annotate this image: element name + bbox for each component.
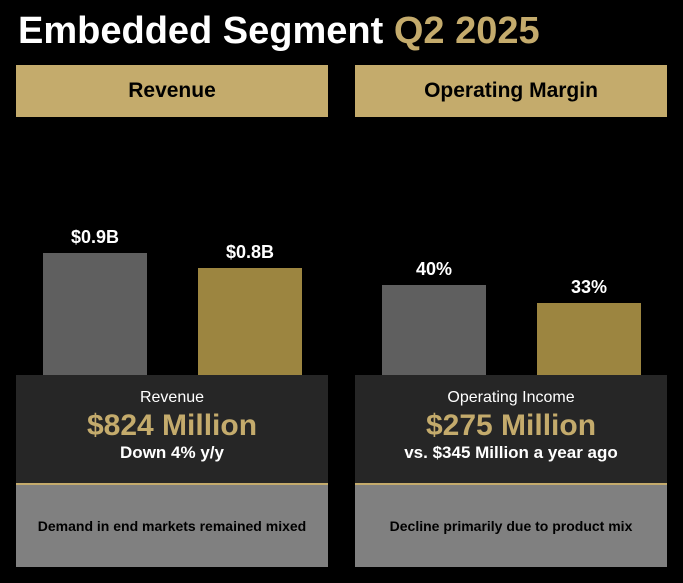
bar-q2-2024	[43, 253, 147, 385]
revenue-panel: Revenue $0.9BQ2 2024$0.8BQ2 2025 Revenue…	[16, 65, 328, 567]
note-box: Decline primarily due to product mix	[355, 485, 667, 567]
bar-q2-2025	[537, 302, 641, 385]
chart-header: Operating Margin	[355, 65, 667, 117]
summary-label: Operating Income	[447, 389, 575, 406]
title-main: Embedded Segment	[18, 10, 384, 52]
chart-header: Revenue	[16, 65, 328, 117]
summary-box: Revenue $824 Million Down 4% y/y	[16, 375, 328, 483]
summary-label: Revenue	[139, 389, 205, 406]
data-label: $0.8B	[225, 241, 275, 262]
operating-margin-panel: Operating Margin 40%Q2 202433%Q2 2025 Op…	[355, 65, 667, 567]
data-label: 33%	[570, 276, 608, 297]
title-period: Q2 2025	[393, 10, 540, 52]
summary-sub: vs. $345 Million a year ago	[404, 443, 618, 462]
summary-sub: Down 4% y/y	[120, 443, 224, 462]
revenue-chart: $0.9BQ2 2024$0.8BQ2 2025	[16, 125, 328, 418]
summary-value: $824 Million	[86, 409, 258, 442]
note-box: Demand in end markets remained mixed	[16, 485, 328, 567]
summary-box: Operating Income $275 Million vs. $345 M…	[355, 375, 667, 483]
summary-value: $275 Million	[425, 409, 597, 442]
slide-title: Embedded Segment Q2 2025	[18, 10, 540, 53]
data-label: 40%	[415, 259, 453, 279]
data-label: $0.9B	[70, 227, 120, 247]
bar-q2-2025	[198, 267, 302, 385]
divider	[355, 483, 667, 485]
bar-q2-2024	[382, 285, 486, 385]
divider	[16, 483, 328, 485]
margin-chart: 40%Q2 202433%Q2 2025	[355, 125, 667, 418]
